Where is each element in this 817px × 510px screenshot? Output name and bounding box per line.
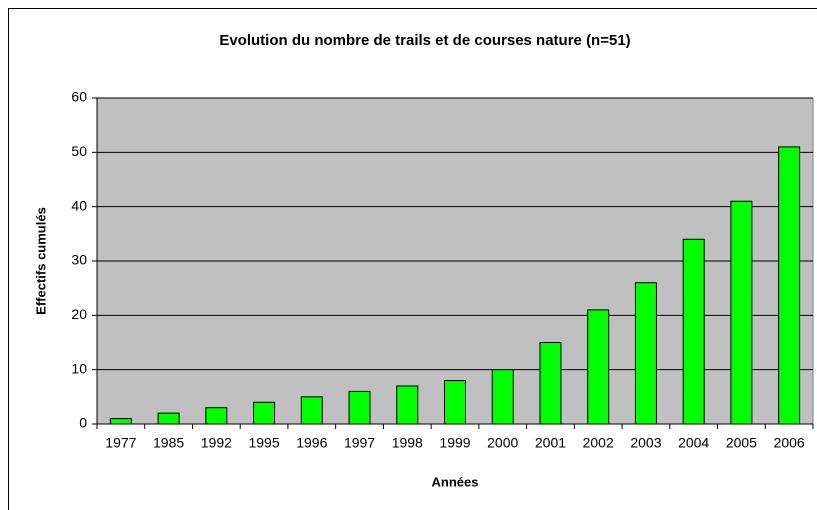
y-tick-label: 0 — [79, 415, 87, 431]
bar — [396, 385, 419, 425]
x-tick-label: 2003 — [630, 435, 661, 451]
bar — [253, 401, 276, 425]
x-tick-label: 1992 — [201, 435, 232, 451]
y-tick-label: 10 — [71, 360, 87, 376]
x-tick-label: 2004 — [678, 435, 709, 451]
chart-title: Evolution du nombre de trails et de cour… — [219, 32, 630, 49]
x-axis-label: Années — [432, 474, 479, 489]
y-axis-label: Effectifs cumulés — [33, 207, 48, 315]
x-tick-label: 2000 — [487, 435, 518, 451]
x-tick-label: 2001 — [535, 435, 566, 451]
bar — [205, 407, 228, 425]
bar — [730, 200, 753, 425]
bar — [300, 396, 323, 425]
x-tick-label: 2006 — [774, 435, 805, 451]
x-tick-label: 1999 — [439, 435, 470, 451]
bar — [539, 342, 562, 425]
x-tick-label: 1985 — [153, 435, 184, 451]
bar — [778, 146, 801, 425]
bar — [443, 380, 467, 425]
bar — [587, 309, 610, 425]
bar — [682, 238, 705, 425]
x-tick-label: 2002 — [583, 435, 614, 451]
x-tick-label: 1997 — [344, 435, 375, 451]
bar — [348, 390, 371, 425]
bar — [634, 282, 657, 425]
bar — [109, 418, 132, 425]
y-tick-label: 40 — [71, 197, 87, 213]
y-tick-label: 60 — [71, 89, 87, 105]
x-tick-label: 1977 — [105, 435, 136, 451]
x-tick-label: 1995 — [248, 435, 279, 451]
y-tick-label: 30 — [71, 252, 87, 268]
x-tick-label: 1998 — [392, 435, 423, 451]
bar — [157, 412, 180, 425]
x-tick-label: 1996 — [296, 435, 327, 451]
y-tick-label: 50 — [71, 143, 87, 159]
x-tick-label: 2005 — [726, 435, 757, 451]
bar — [491, 369, 514, 425]
y-tick-label: 20 — [71, 306, 87, 322]
